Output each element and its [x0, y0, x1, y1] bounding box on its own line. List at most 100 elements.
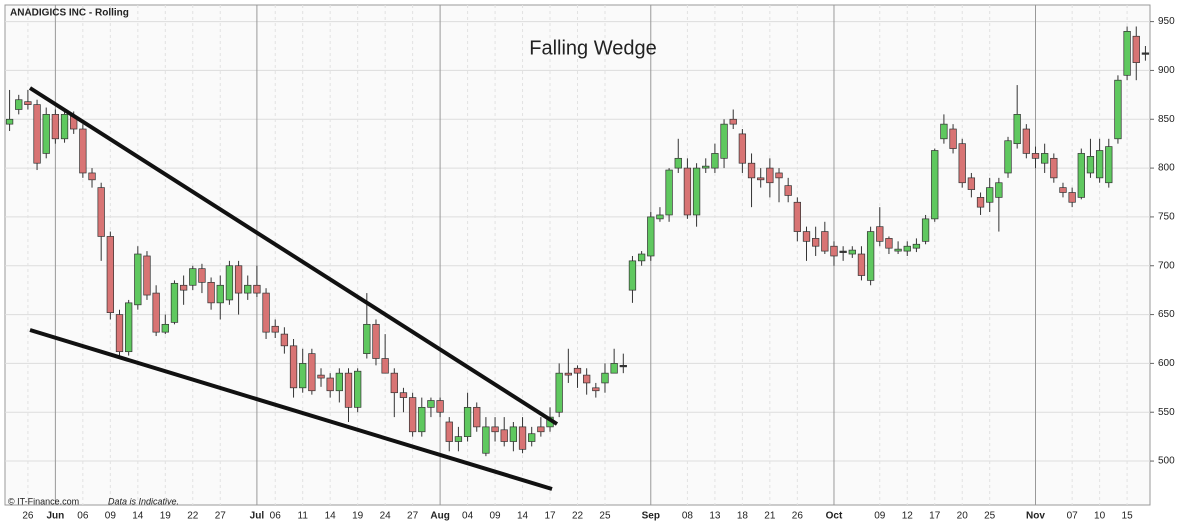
candle-body — [125, 302, 133, 353]
candle-body — [363, 323, 371, 354]
x-tick-label: 10 — [1094, 511, 1106, 522]
candle-body — [894, 248, 902, 252]
candle-body — [821, 231, 829, 252]
candle-body — [656, 214, 664, 220]
candle-body — [427, 400, 435, 408]
x-tick-label: 08 — [682, 511, 694, 522]
candle-body — [24, 101, 32, 105]
x-tick-label: 19 — [352, 511, 364, 522]
candle-body — [583, 374, 591, 384]
candle-body — [42, 114, 50, 154]
candle-body — [573, 367, 582, 374]
candle-body — [152, 292, 160, 333]
x-tick-label: 22 — [572, 511, 584, 522]
candle-body — [784, 185, 792, 196]
note: Data is Indicative. — [108, 496, 179, 506]
lower-trendline — [29, 328, 553, 491]
x-tick-label: Jul — [250, 511, 265, 522]
x-tick-label: 14 — [517, 511, 529, 522]
y-tick-label: 800 — [1158, 163, 1175, 174]
y-tick-label: 500 — [1158, 456, 1175, 467]
candle-body — [390, 372, 398, 394]
candle-body — [335, 372, 343, 392]
candle-body — [921, 218, 930, 242]
candle-body — [1141, 52, 1150, 55]
candle-body — [1013, 114, 1021, 145]
candle-body — [665, 169, 673, 216]
candle-body — [289, 345, 298, 389]
candle-body — [88, 172, 96, 181]
candle-body — [189, 268, 197, 286]
candle-body — [967, 177, 976, 190]
candle-body — [445, 421, 453, 442]
x-tick-label: 15 — [1122, 511, 1134, 522]
x-tick-label: 09 — [105, 511, 117, 522]
candle-body — [207, 281, 215, 304]
x-tick-label: 24 — [380, 511, 392, 522]
candle-body — [601, 372, 609, 384]
candle-body — [1095, 150, 1104, 179]
x-tick-label: 11 — [298, 511, 309, 522]
candle-body — [940, 123, 948, 140]
x-tick-label: Aug — [430, 511, 449, 522]
candle-body — [839, 250, 847, 253]
y-tick-label: 650 — [1158, 309, 1175, 320]
candle-body — [674, 157, 682, 169]
x-tick-label: 12 — [902, 511, 914, 522]
candle-body — [766, 167, 774, 184]
candle-body — [354, 370, 362, 408]
candle-body — [931, 150, 939, 220]
candle-body — [564, 372, 572, 376]
x-tick-label: 18 — [737, 511, 749, 522]
candle-body — [592, 387, 600, 392]
x-tick-label: 17 — [544, 511, 556, 522]
x-tick-label: 14 — [132, 511, 144, 522]
candle-body — [106, 236, 114, 313]
candle-body — [528, 433, 536, 442]
y-tick-label: 900 — [1158, 65, 1175, 76]
candle-body — [253, 284, 261, 294]
x-tick-label: Sep — [642, 511, 660, 522]
candle-body — [729, 118, 737, 125]
y-tick-label: 750 — [1158, 212, 1175, 223]
candle-body — [244, 284, 252, 294]
x-tick-label: 26 — [22, 511, 34, 522]
y-tick-label: 850 — [1158, 114, 1175, 125]
candle-body — [60, 114, 69, 140]
upper-trendline — [28, 86, 559, 426]
x-tick-label: 04 — [462, 511, 474, 522]
x-tick-label: 26 — [792, 511, 804, 522]
annotation: Falling Wedge — [529, 37, 656, 59]
candle-body — [97, 187, 105, 237]
y-tick-label: 950 — [1158, 16, 1175, 27]
candle-body — [775, 172, 783, 179]
candle-body — [1050, 157, 1058, 179]
candle-body — [692, 167, 701, 216]
candle-body — [1105, 146, 1113, 184]
candle-body — [958, 143, 966, 184]
x-tick-label: 20 — [957, 511, 969, 522]
y-tick-label: 550 — [1158, 407, 1175, 418]
candle-body — [683, 167, 692, 216]
candle-body — [418, 406, 426, 433]
candle-body — [610, 363, 618, 374]
candle-body — [408, 397, 417, 433]
candle-body — [1004, 140, 1012, 174]
candle-body — [1114, 79, 1122, 140]
candle-body — [500, 429, 508, 442]
candle-body — [33, 104, 41, 164]
candle-body — [555, 372, 563, 413]
candle-body — [976, 197, 985, 208]
candle-body — [436, 400, 444, 413]
x-tick-label: 09 — [489, 511, 501, 522]
candle-body — [830, 245, 838, 257]
candle-body — [344, 372, 353, 408]
candle-body — [317, 374, 325, 379]
x-tick-label: 17 — [929, 511, 941, 522]
candle-body — [876, 226, 884, 242]
candle-body — [793, 201, 801, 232]
candle-body — [179, 284, 188, 291]
candle-body — [1132, 35, 1140, 63]
candle-body — [711, 153, 719, 169]
